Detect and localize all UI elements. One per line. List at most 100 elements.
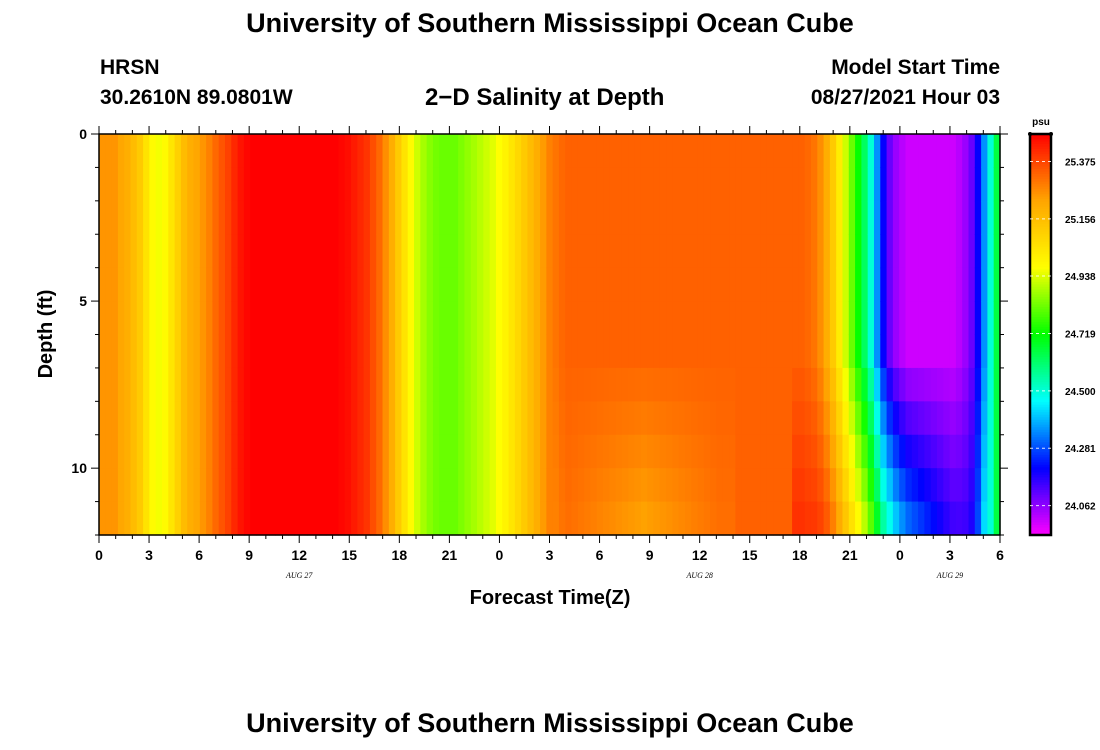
heatmap-cell (376, 401, 384, 436)
heatmap-cell (634, 468, 642, 503)
heatmap-cell (464, 234, 472, 269)
heatmap-cell (955, 301, 963, 336)
heatmap-cell (867, 367, 875, 402)
heatmap-cell (168, 501, 176, 536)
footer-title: University of Southern Mississippi Ocean… (246, 708, 854, 738)
heatmap-cell (451, 134, 459, 169)
heatmap-cell (533, 234, 541, 269)
heatmap-cell (905, 267, 913, 302)
heatmap-cell (533, 367, 541, 402)
colorbar-frame (1028, 132, 1053, 537)
heatmap-cell (552, 401, 560, 436)
heatmap-cell (489, 367, 497, 402)
heatmap-cell (861, 468, 869, 503)
heatmap-cell (924, 301, 932, 336)
heatmap-cell (300, 434, 308, 469)
heatmap-cell (225, 334, 232, 369)
heatmap-cell (451, 434, 459, 469)
heatmap-cell (691, 367, 699, 402)
heatmap-cell (483, 501, 491, 536)
heatmap-cell (256, 234, 264, 269)
heatmap-cell (243, 334, 251, 369)
heatmap-cell (237, 434, 245, 469)
heatmap-cell (407, 367, 415, 402)
heatmap-cell (855, 401, 862, 436)
heatmap-cell (584, 234, 592, 269)
heatmap-cell (508, 234, 516, 269)
heatmap-cell (426, 434, 434, 469)
heatmap-cell (262, 200, 270, 235)
heatmap-cell (722, 134, 730, 169)
heatmap-cell (647, 367, 655, 402)
heatmap-cell (477, 234, 484, 269)
heatmap-cell (527, 334, 535, 369)
heatmap-cell (590, 434, 598, 469)
heatmap-cell (905, 334, 913, 369)
heatmap-cell (407, 167, 415, 202)
heatmap-cell (817, 367, 825, 402)
heatmap-cell (351, 301, 358, 336)
heatmap-cell (162, 167, 169, 202)
heatmap-cell (754, 434, 762, 469)
heatmap-cell (193, 200, 201, 235)
heatmap-cell (300, 367, 308, 402)
heatmap-cell (590, 501, 598, 536)
heatmap-cell (892, 234, 900, 269)
heatmap-cell (659, 434, 667, 469)
heatmap-cell (609, 401, 617, 436)
heatmap-cell (193, 234, 201, 269)
heatmap-cell (628, 434, 636, 469)
heatmap-cell (206, 200, 214, 235)
heatmap-cell (180, 401, 188, 436)
heatmap-cell (445, 434, 453, 469)
heatmap-cell (540, 301, 547, 336)
heatmap-cell (464, 401, 472, 436)
heatmap-cell (678, 301, 686, 336)
heatmap-cell (351, 468, 358, 503)
heatmap-cell (955, 367, 963, 402)
colorbar-swatch (1030, 414, 1051, 419)
heatmap-cell (943, 401, 951, 436)
heatmap-cell (426, 134, 434, 169)
heatmap-cell (445, 200, 453, 235)
heatmap-cell (231, 334, 239, 369)
heatmap-cell (395, 501, 403, 536)
heatmap-cell (810, 401, 818, 436)
heatmap-cell (325, 468, 333, 503)
heatmap-cell (653, 434, 661, 469)
heatmap-cell (369, 501, 377, 536)
heatmap-cell (584, 334, 592, 369)
heatmap-cell (722, 267, 730, 302)
heatmap-cell (741, 434, 749, 469)
heatmap-cell (571, 134, 579, 169)
heatmap-cell (628, 167, 636, 202)
heatmap-cell (603, 200, 610, 235)
heatmap-cell (445, 501, 453, 536)
heatmap-cell (716, 234, 724, 269)
heatmap-cell (981, 301, 988, 336)
colorbar-label: 24.062 (1065, 502, 1096, 513)
heatmap-cell (256, 434, 264, 469)
heatmap-cell (672, 501, 680, 536)
heatmap-cell (477, 468, 484, 503)
heatmap-cell (180, 501, 188, 536)
heatmap-cell (414, 167, 421, 202)
heatmap-cell (130, 334, 138, 369)
heatmap-cell (111, 267, 119, 302)
heatmap-cell (451, 301, 459, 336)
heatmap-cell (792, 434, 799, 469)
heatmap-cell (117, 234, 125, 269)
heatmap-cell (300, 234, 308, 269)
heatmap-cell (987, 367, 995, 402)
heatmap-cell (502, 367, 510, 402)
heatmap-cell (779, 434, 787, 469)
heatmap-cell (754, 334, 762, 369)
colorbar-swatch (1030, 229, 1051, 233)
heatmap-cell (949, 134, 957, 169)
heatmap-cell (766, 200, 774, 235)
heatmap-cell (111, 501, 119, 536)
heatmap-cell (773, 200, 781, 235)
colorbar-swatch (1030, 304, 1051, 308)
heatmap-cell (275, 134, 283, 169)
heatmap-cell (193, 334, 201, 369)
